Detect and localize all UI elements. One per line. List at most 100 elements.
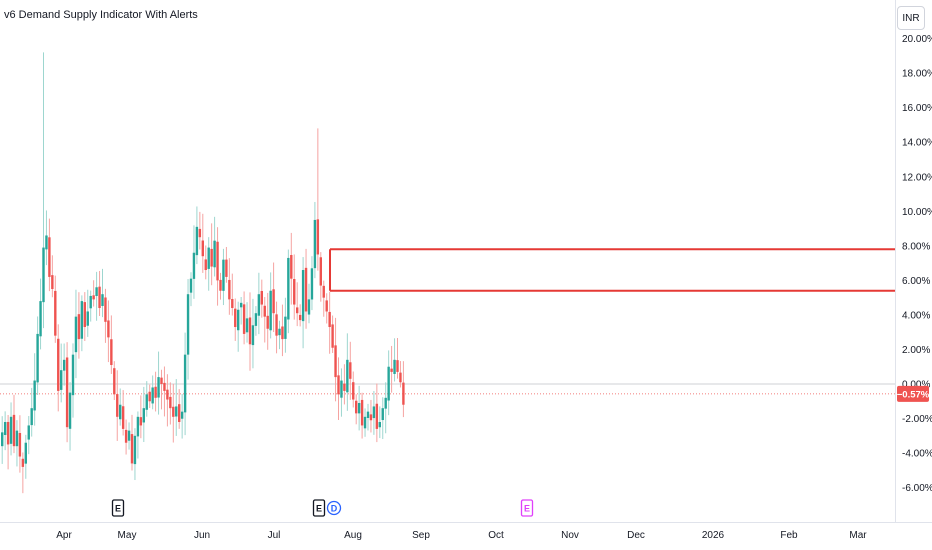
candle-body [231, 299, 234, 309]
price-axis-label: -4.00% [902, 449, 932, 460]
candle-body [98, 286, 101, 309]
candle-body [54, 290, 57, 336]
candle-body [219, 279, 222, 291]
candle-body [384, 397, 387, 409]
candle-body [301, 270, 305, 322]
candle-body [340, 380, 343, 398]
candle-body [27, 425, 30, 440]
candle-body [68, 392, 72, 429]
candle-body [92, 295, 95, 300]
candle-body [213, 240, 216, 268]
candle-body [139, 417, 143, 426]
candle-body [387, 366, 390, 401]
current-price-label: −0.57% [897, 389, 930, 400]
earnings-marker [312, 499, 326, 517]
candle-body [166, 389, 169, 400]
candle-body [130, 434, 134, 464]
candle-body [402, 382, 405, 405]
candle-body [39, 301, 42, 337]
candle-body [296, 307, 299, 314]
candle-body [334, 345, 337, 378]
candle-body [369, 414, 373, 421]
candle-body [172, 406, 175, 417]
candle-body [12, 414, 16, 447]
candle-body [169, 396, 172, 409]
time-axis-label: May [118, 530, 137, 541]
candle-body [74, 316, 78, 353]
candle-body [372, 406, 376, 419]
candle-body [352, 382, 355, 400]
candle-body [62, 359, 66, 371]
candle-body [216, 241, 219, 281]
candle-body [396, 360, 399, 372]
candle-body [195, 226, 199, 256]
candle-body [95, 287, 98, 296]
price-axis-label: -2.00% [902, 414, 932, 425]
candle-body [360, 399, 364, 426]
candle-body [269, 290, 272, 331]
candle-body [263, 305, 266, 317]
candle-body [154, 386, 157, 398]
candle-body [237, 309, 240, 331]
candle-body [298, 314, 302, 321]
candle-body [254, 313, 258, 326]
time-axis-divider [0, 522, 932, 523]
candle-body [349, 362, 352, 379]
candle-body [80, 301, 84, 339]
candle-body [151, 387, 154, 404]
time-axis-label: Apr [56, 530, 72, 541]
candle-body [127, 430, 131, 441]
candle-body [183, 354, 187, 413]
time-axis-label: Dec [627, 530, 645, 541]
event-marker-label: E [115, 504, 121, 514]
candle-body [21, 458, 25, 467]
price-axis-label: 10.00% [902, 207, 932, 218]
candle-body [222, 259, 225, 291]
indicator-title[interactable]: v6 Demand Supply Indicator With Alerts [4, 9, 198, 21]
candle-body [136, 416, 140, 437]
candle-body [77, 314, 81, 340]
candle-body [119, 404, 122, 420]
event-marker-label: D [331, 504, 338, 514]
candle-body [163, 382, 166, 391]
candle-body [287, 257, 290, 320]
candle-body [1, 432, 4, 447]
candle-body [110, 339, 113, 366]
candle-body [116, 394, 119, 417]
candle-body [30, 408, 33, 426]
candle-body [33, 380, 36, 411]
candle-body [107, 320, 110, 338]
price-axis-label: 12.00% [902, 172, 932, 183]
time-axis-label: Sep [412, 530, 430, 541]
candle-body [310, 268, 314, 300]
time-axis-label: Feb [780, 530, 798, 541]
candle-body [319, 257, 322, 286]
price-axis-label: 2.00% [902, 345, 930, 356]
event-marker-label: E [524, 504, 530, 514]
candle-body [375, 403, 379, 429]
price-axis-label: 20.00% [902, 34, 932, 45]
candle-body [57, 338, 60, 391]
candle-body [207, 247, 210, 269]
price-axis-label: 6.00% [902, 276, 930, 287]
candle-body [293, 278, 296, 305]
candle-body [178, 404, 181, 422]
candle-body [142, 408, 145, 423]
candle-body [210, 248, 213, 267]
candle-body [272, 289, 275, 314]
earnings-marker [520, 499, 534, 517]
time-axis-label: Nov [561, 530, 579, 541]
candle-body [60, 370, 63, 390]
candle-body [355, 400, 358, 414]
candle-body [245, 318, 249, 333]
event-marker-label: E [316, 504, 322, 514]
candle-body [36, 333, 39, 383]
candle-body [71, 354, 75, 396]
currency-button[interactable]: INR [897, 6, 925, 30]
candle-body [9, 416, 13, 444]
candle-body [357, 402, 361, 414]
candle-body [124, 429, 128, 443]
time-axis-label: Aug [344, 530, 362, 541]
